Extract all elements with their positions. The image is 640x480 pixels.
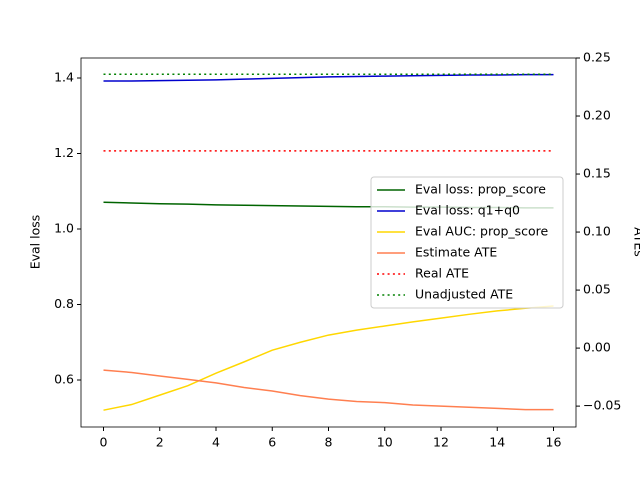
y-tick-label: 1.2 bbox=[54, 145, 74, 160]
legend-label: Eval AUC: prop_score bbox=[415, 224, 549, 239]
x-tick-label: 16 bbox=[546, 435, 562, 450]
x-tick-label: 12 bbox=[433, 435, 449, 450]
series-line bbox=[103, 73, 554, 82]
x-tick-label: 10 bbox=[377, 435, 393, 450]
x-tick-label: 4 bbox=[212, 435, 220, 450]
plot-frame bbox=[80, 57, 577, 428]
legend-label: Unadjusted ATE bbox=[415, 287, 513, 302]
y2-tick-label: −0.05 bbox=[583, 398, 621, 413]
x-tick-label: 0 bbox=[100, 435, 108, 450]
y2-tick-label: 0.20 bbox=[583, 108, 611, 123]
legend-label: Eval loss: q1+q0 bbox=[415, 203, 520, 218]
y-tick-label: 1.0 bbox=[54, 221, 74, 236]
y2-tick-label: 0.00 bbox=[583, 340, 611, 355]
y2-tick-label: 0.05 bbox=[583, 282, 611, 297]
y-tick-label: 0.6 bbox=[54, 372, 74, 387]
legend-label: Real ATE bbox=[415, 266, 469, 281]
y-tick-label: 0.8 bbox=[54, 296, 74, 311]
y-axis-label: Eval loss bbox=[28, 215, 43, 270]
y-tick-label: 1.4 bbox=[54, 70, 74, 85]
y2-axis-label: ATEs bbox=[632, 227, 640, 257]
series-line bbox=[103, 305, 554, 411]
x-tick-label: 8 bbox=[325, 435, 333, 450]
series-line bbox=[103, 369, 554, 411]
legend-label: Eval loss: prop_score bbox=[415, 182, 546, 197]
y2-tick-label: 0.15 bbox=[583, 166, 611, 181]
legend-box bbox=[370, 176, 564, 309]
x-tick-label: 2 bbox=[156, 435, 164, 450]
y2-tick-label: 0.25 bbox=[583, 50, 611, 65]
x-tick-label: 6 bbox=[268, 435, 276, 450]
y2-tick-label: 0.10 bbox=[583, 224, 611, 239]
legend-label: Estimate ATE bbox=[415, 245, 497, 260]
x-tick-label: 14 bbox=[489, 435, 505, 450]
